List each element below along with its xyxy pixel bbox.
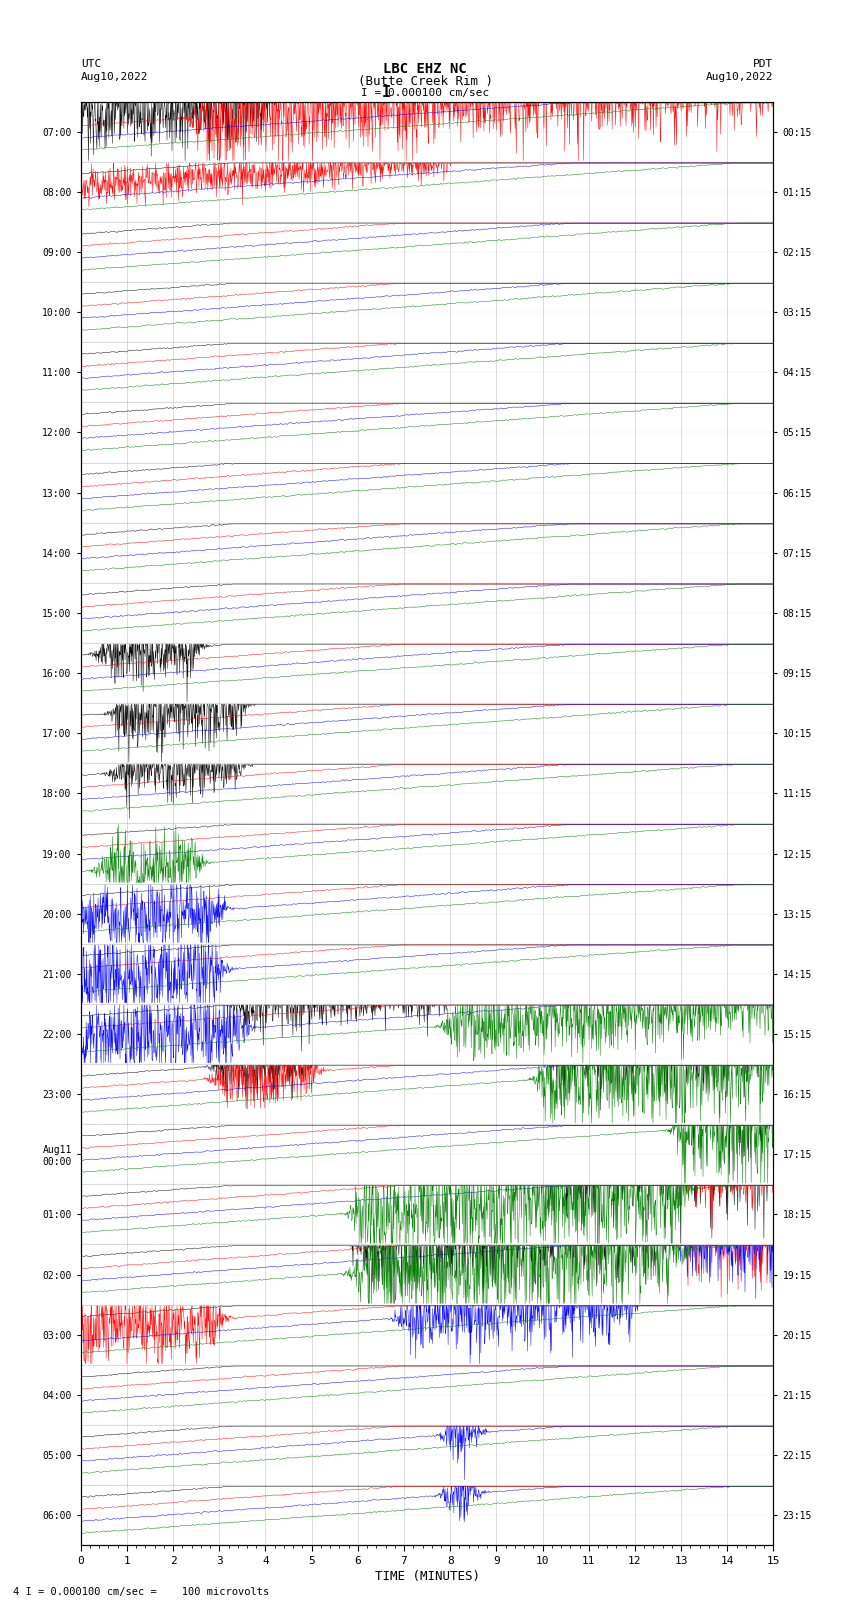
Text: I: I <box>382 85 391 100</box>
Text: Aug10,2022: Aug10,2022 <box>706 71 774 82</box>
Text: Aug10,2022: Aug10,2022 <box>81 71 148 82</box>
Text: I = 0.000100 cm/sec: I = 0.000100 cm/sec <box>361 87 489 98</box>
Text: PDT: PDT <box>753 58 774 69</box>
Text: UTC: UTC <box>81 58 101 69</box>
Text: (Butte Creek Rim ): (Butte Creek Rim ) <box>358 74 492 89</box>
Text: 4 I = 0.000100 cm/sec =    100 microvolts: 4 I = 0.000100 cm/sec = 100 microvolts <box>13 1587 269 1597</box>
X-axis label: TIME (MINUTES): TIME (MINUTES) <box>375 1569 479 1582</box>
Text: LBC EHZ NC: LBC EHZ NC <box>383 61 467 76</box>
